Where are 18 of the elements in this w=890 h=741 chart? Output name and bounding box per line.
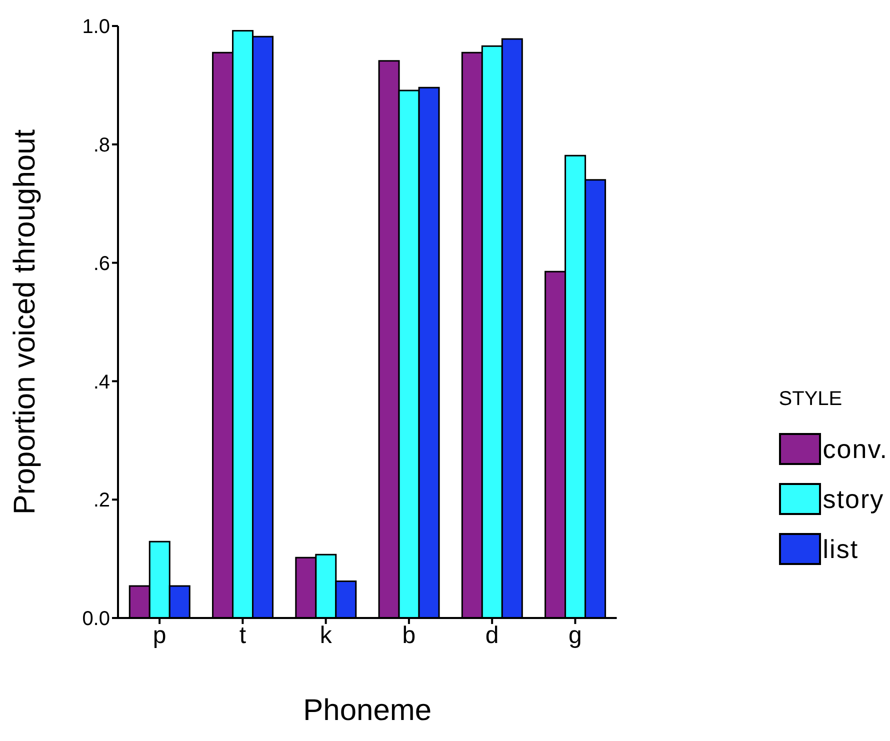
- y-axis-title: Proportion voiced throughout: [8, 128, 42, 515]
- legend-label: conv.: [822, 434, 888, 464]
- x-tick-label: k: [320, 622, 333, 650]
- y-tick-label: .4: [93, 371, 110, 394]
- x-tick-label: t: [239, 622, 246, 650]
- y-tick-label: 1.0: [82, 16, 110, 38]
- x-axis-title: Phoneme: [303, 694, 432, 727]
- y-tick-label: .8: [93, 134, 110, 156]
- legend-title: STYLE: [778, 388, 844, 411]
- x-tick-label: g: [568, 622, 582, 650]
- x-tick-label: b: [402, 622, 416, 650]
- y-tick-label: .2: [93, 490, 110, 512]
- x-tick-label: d: [485, 622, 499, 650]
- y-tick-label: .6: [93, 252, 110, 275]
- legend-label: story: [822, 484, 884, 514]
- y-tick-label: 0.0: [82, 608, 110, 630]
- legend-label: list: [822, 534, 859, 564]
- x-tick-label: p: [152, 622, 166, 650]
